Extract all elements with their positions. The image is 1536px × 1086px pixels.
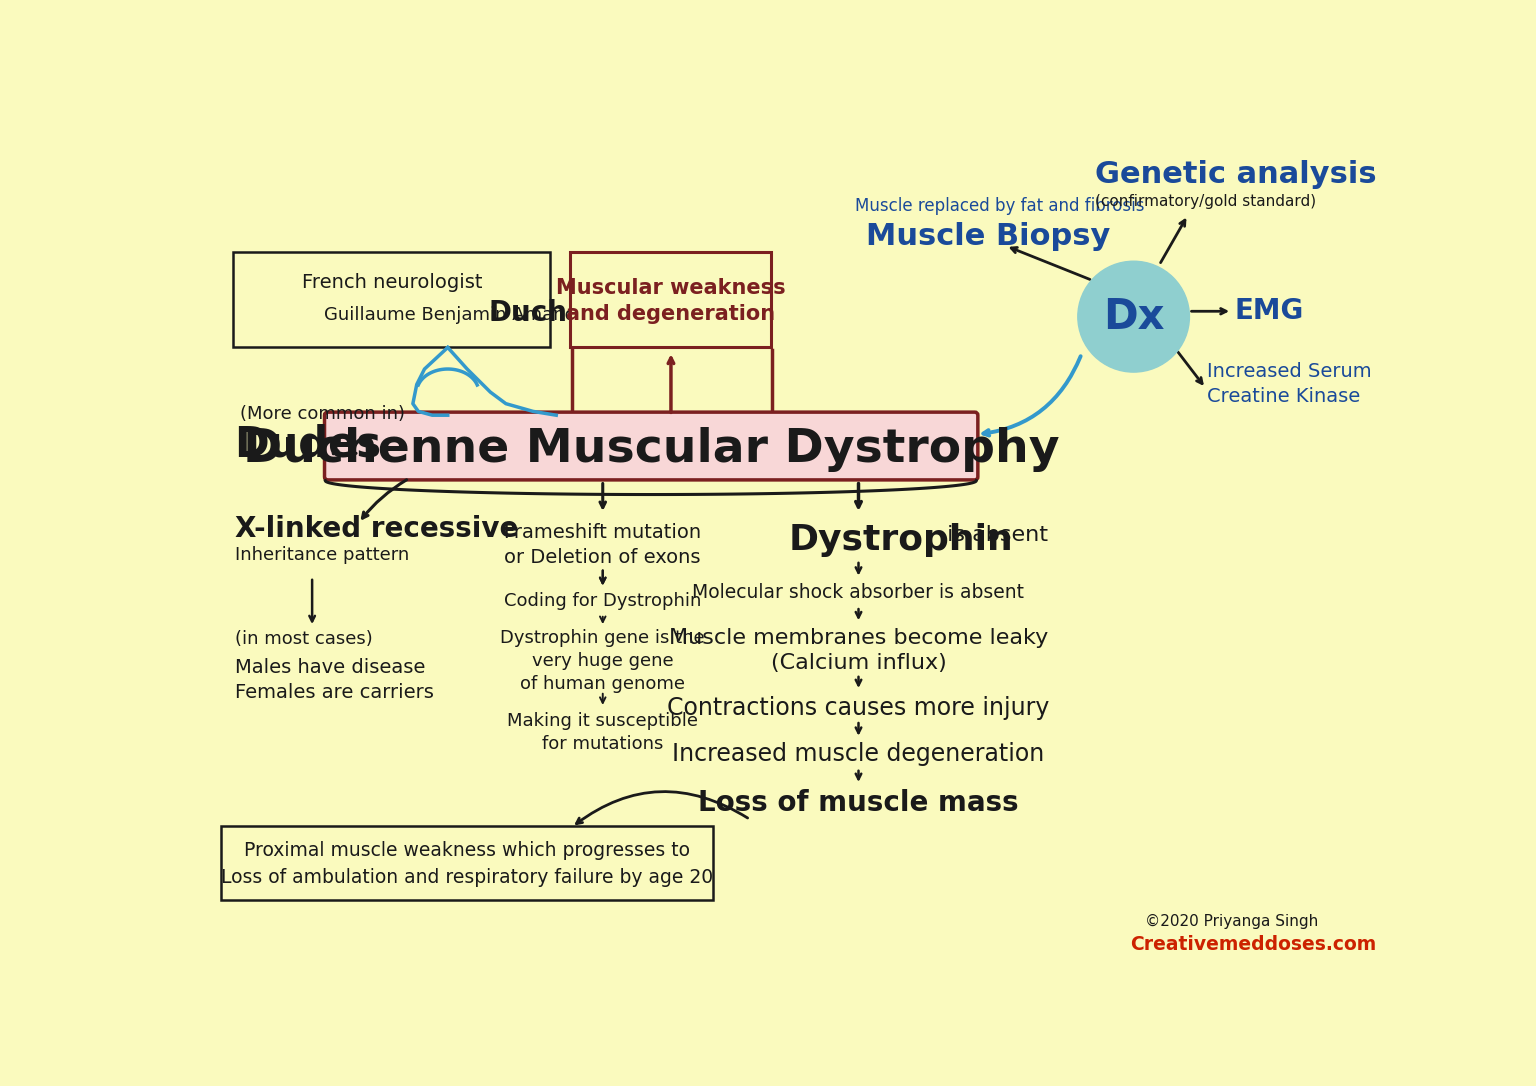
Text: Dudes: Dudes (235, 424, 382, 466)
Text: Guillaume Benjamin Amand: Guillaume Benjamin Amand (324, 306, 576, 324)
Text: (in most cases): (in most cases) (235, 630, 372, 647)
Text: X-linked recessive: X-linked recessive (235, 515, 518, 543)
Text: EMG: EMG (1235, 298, 1304, 326)
Text: Increased muscle degeneration: Increased muscle degeneration (673, 743, 1044, 767)
Text: Inheritance pattern: Inheritance pattern (235, 546, 409, 565)
Text: (More common in): (More common in) (240, 405, 406, 422)
Text: Muscle Biopsy: Muscle Biopsy (866, 222, 1111, 251)
Text: Dystrophin gene is the
very huge gene
of human genome: Dystrophin gene is the very huge gene of… (501, 629, 705, 693)
Text: Duchenne Muscular Dystrophy: Duchenne Muscular Dystrophy (243, 427, 1058, 471)
Text: Contractions causes more injury: Contractions causes more injury (667, 695, 1049, 720)
Text: Making it susceptible
for mutations: Making it susceptible for mutations (507, 711, 699, 753)
FancyBboxPatch shape (570, 252, 771, 348)
Text: Muscle replaced by fat and fibrosis: Muscle replaced by fat and fibrosis (854, 197, 1144, 215)
FancyBboxPatch shape (221, 825, 713, 899)
Text: Muscular weakness
and degeneration: Muscular weakness and degeneration (556, 278, 786, 325)
FancyBboxPatch shape (233, 252, 550, 348)
Text: Females are carriers: Females are carriers (235, 683, 433, 702)
Text: Frameshift mutation
or Deletion of exons: Frameshift mutation or Deletion of exons (504, 523, 702, 567)
Text: Creativemeddoses.com: Creativemeddoses.com (1130, 935, 1376, 955)
Text: Genetic analysis: Genetic analysis (1095, 161, 1376, 189)
Text: is absent: is absent (940, 526, 1048, 545)
Text: Increased Serum
Creatine Kinase: Increased Serum Creatine Kinase (1207, 363, 1372, 406)
Text: (confirmatory/gold standard): (confirmatory/gold standard) (1095, 193, 1316, 209)
Circle shape (1078, 262, 1189, 372)
FancyBboxPatch shape (324, 413, 978, 480)
Text: Loss of muscle mass: Loss of muscle mass (699, 788, 1018, 817)
Text: Coding for Dystrophin: Coding for Dystrophin (504, 592, 702, 610)
Text: Males have disease: Males have disease (235, 658, 425, 678)
Text: Dx: Dx (1103, 295, 1164, 338)
Text: Dystrophin: Dystrophin (790, 523, 1014, 557)
Text: Muscle membranes become leaky
(Calcium influx): Muscle membranes become leaky (Calcium i… (668, 628, 1048, 673)
Text: Proximal muscle weakness which progresses to
Loss of ambulation and respiratory : Proximal muscle weakness which progresse… (221, 842, 713, 887)
Text: Duchenne: Duchenne (488, 299, 644, 327)
Text: Molecular shock absorber is absent: Molecular shock absorber is absent (693, 583, 1025, 602)
Text: French neurologist: French neurologist (301, 273, 482, 291)
Text: ©2020 Priyanga Singh: ©2020 Priyanga Singh (1146, 914, 1318, 930)
